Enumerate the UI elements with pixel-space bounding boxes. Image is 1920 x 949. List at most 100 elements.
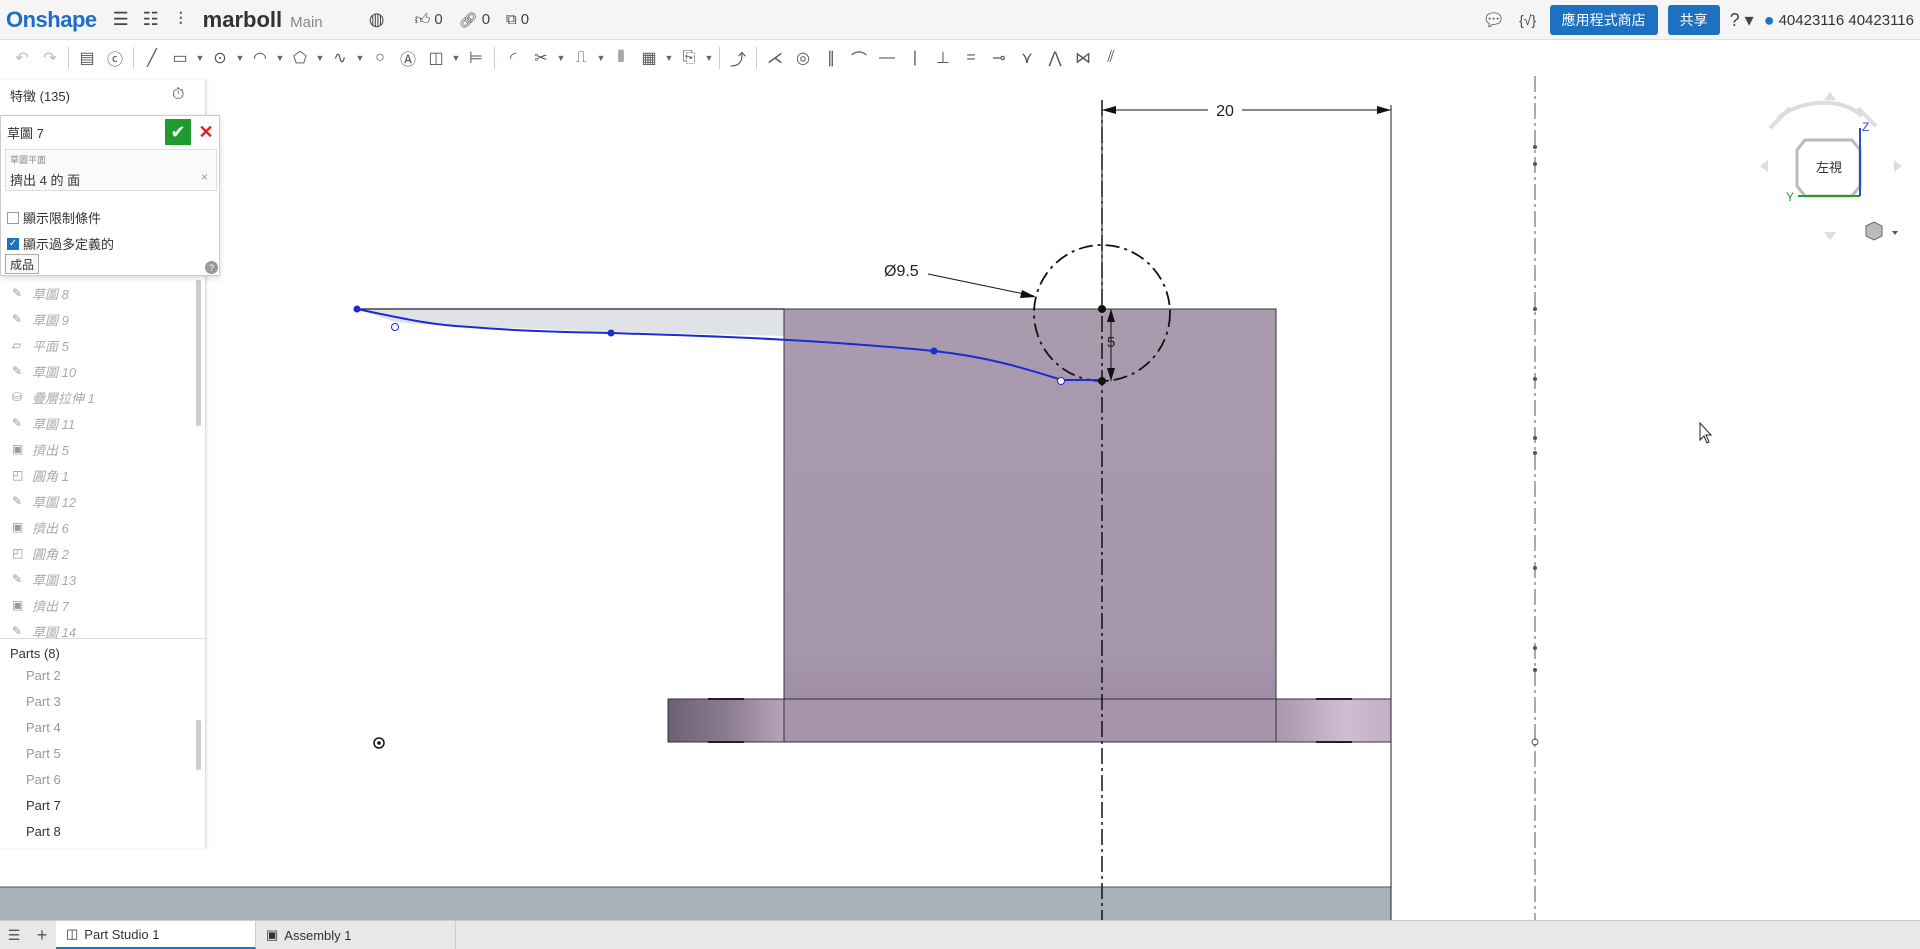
coincident-icon[interactable]: ⋌ <box>767 50 783 67</box>
feature-item[interactable]: ✎ 草圖 8 <box>12 286 69 302</box>
part-item[interactable]: Part 2 <box>26 667 61 683</box>
equal-icon[interactable]: = <box>966 49 976 66</box>
feature-item[interactable]: ✎ 草圖 13 <box>12 572 77 588</box>
circle-icon[interactable]: ⊙ <box>213 50 227 67</box>
line-icon[interactable]: ╱ <box>147 50 157 67</box>
transform-icon[interactable]: ⤴ <box>729 52 746 69</box>
sketch-name-field[interactable]: 草圖 7 <box>7 125 44 141</box>
dim-diameter-text[interactable]: Ø9.5 <box>884 263 919 280</box>
part-item[interactable]: Part 4 <box>26 719 61 735</box>
feature-list-scrollbar[interactable] <box>196 280 201 426</box>
concentric-icon[interactable]: ◎ <box>796 50 810 67</box>
offset-icon[interactable]: ⎍ <box>575 49 587 66</box>
origin-icon[interactable] <box>373 737 385 749</box>
feature-item[interactable]: ✎ 草圖 9 <box>12 312 69 328</box>
part-item[interactable]: Part 7 <box>26 797 61 813</box>
polygon-icon[interactable]: ⬠ <box>293 50 307 67</box>
tab-part-studio[interactable]: ◫ Part Studio 1 <box>56 921 256 949</box>
cancel-close-icon[interactable]: ✕ <box>198 121 214 142</box>
tab-manager-icon[interactable]: ☰ <box>7 926 21 943</box>
normal-icon[interactable]: ⋎ <box>1021 50 1033 67</box>
dxf-caret-icon[interactable]: ▼ <box>704 53 714 63</box>
sketch-save-icon[interactable]: ▤ <box>79 50 95 67</box>
pattern-caret-icon[interactable]: ▼ <box>664 53 674 63</box>
view-cube[interactable] <box>1760 92 1902 240</box>
perpendicular-icon[interactable]: ⊥ <box>936 50 950 67</box>
parts-list-scrollbar[interactable] <box>196 720 201 770</box>
help-icon[interactable]: ? ▾ <box>1729 9 1754 30</box>
feature-item[interactable]: ▱ 平面 5 <box>12 338 69 354</box>
feature-item[interactable]: ▣ 擠出 5 <box>12 442 69 458</box>
feature-item[interactable]: ✎ 草圖 14 <box>12 624 77 640</box>
construction-caret-icon[interactable]: ▼ <box>451 53 461 63</box>
circle-caret-icon[interactable]: ▼ <box>235 53 245 63</box>
sketch-circle[interactable] <box>1033 244 1171 382</box>
feature-item[interactable]: ◰ 圓角 2 <box>12 546 69 562</box>
part-item[interactable]: Part 8 <box>26 823 61 839</box>
construction-icon[interactable]: ◫ <box>428 50 444 67</box>
comment-icon[interactable]: 💬︎ <box>1482 9 1506 30</box>
view-mode-icon[interactable] <box>1865 221 1898 241</box>
finish-button[interactable]: 成品 <box>5 254 40 274</box>
trim-caret-icon[interactable]: ▼ <box>556 53 566 63</box>
text-icon[interactable]: Ⓐ <box>399 52 416 69</box>
pierce-icon[interactable]: ⋀ <box>1048 50 1062 67</box>
midpoint-icon[interactable]: ⊸ <box>992 50 1006 67</box>
spline-points[interactable] <box>353 305 1065 385</box>
point-icon[interactable]: ○ <box>375 49 385 66</box>
rectangle-icon[interactable]: ▭ <box>172 50 188 67</box>
dim-height-text[interactable]: 5 <box>1107 334 1115 351</box>
app-store-button[interactable]: 應用程式商店 <box>1549 5 1658 35</box>
polygon-caret-icon[interactable]: ▼ <box>315 53 325 63</box>
view-cube-face[interactable]: 左視 <box>1816 160 1842 175</box>
spline-caret-icon[interactable]: ▼ <box>355 53 365 63</box>
add-tab-icon[interactable]: + <box>36 924 48 945</box>
links-counter[interactable]: 🔗︎ 0 <box>458 11 491 29</box>
variables-icon[interactable]: {√} <box>1519 12 1537 28</box>
copies-counter[interactable]: ⧉ 0 <box>506 11 530 28</box>
confirm-check-icon[interactable]: ✔ <box>165 119 191 145</box>
help-circle-icon[interactable]: ? <box>205 261 218 274</box>
feature-item[interactable]: ◰ 圓角 1 <box>12 468 69 484</box>
vertical-icon[interactable]: | <box>912 49 918 66</box>
undo-icon[interactable]: ↶ <box>15 50 29 67</box>
part-item[interactable]: Part 3 <box>26 693 61 709</box>
part-item[interactable]: Part 6 <box>26 771 61 787</box>
feature-item[interactable]: ⛁ 疊層拉伸 1 <box>12 390 95 406</box>
feature-item[interactable]: ✎ 草圖 10 <box>12 364 77 380</box>
clear-plane-icon[interactable]: × <box>200 170 208 184</box>
feature-item[interactable]: ▣ 擠出 7 <box>12 598 69 614</box>
onshape-logo[interactable]: Onshape <box>6 6 97 32</box>
feature-item[interactable]: ✎ 草圖 11 <box>12 416 76 432</box>
parallel-icon[interactable]: ∥ <box>827 50 835 67</box>
tab-assembly[interactable]: ▣ Assembly 1 <box>256 921 456 949</box>
arc-caret-icon[interactable]: ▼ <box>275 53 285 63</box>
redo-icon[interactable]: ↷ <box>43 50 57 67</box>
sketch-point-bottom[interactable] <box>1098 377 1106 385</box>
trim-icon[interactable]: ✂ <box>534 50 548 67</box>
menu-icon[interactable]: ☰ <box>112 9 129 29</box>
globe-icon[interactable]: ◍ <box>368 9 385 29</box>
sketch-point-top[interactable] <box>1098 305 1106 313</box>
horizontal-icon[interactable]: — <box>879 49 895 66</box>
arc-icon[interactable]: ◠ <box>253 50 267 67</box>
fix-icon[interactable]: ⫽ <box>1107 49 1115 66</box>
dimension-icon[interactable]: ⊨ <box>469 50 483 67</box>
share-button[interactable]: 共享 <box>1667 5 1720 35</box>
feature-list-icon[interactable]: ☷ <box>142 9 159 29</box>
feature-item[interactable]: ▣ 擠出 6 <box>12 520 69 536</box>
rectangle-caret-icon[interactable]: ▼ <box>195 53 205 63</box>
sketch-spline[interactable] <box>356 308 1102 381</box>
dxf-import-icon[interactable]: ⎘ <box>682 49 696 66</box>
symmetric-icon[interactable]: ⋈ <box>1075 50 1091 67</box>
pattern-icon[interactable]: ▦ <box>641 50 657 67</box>
branch-name[interactable]: Main <box>290 14 323 31</box>
user-menu[interactable]: ● 40423116 40423116 <box>1763 9 1914 30</box>
fillet-sketch-icon[interactable]: ◜ <box>509 50 517 67</box>
feature-item[interactable]: ✎ 草圖 12 <box>12 494 77 510</box>
show-overdefined-checkbox[interactable]: ✓ 顯示過多定義的 <box>7 237 115 252</box>
likes-counter[interactable]: 👍︎ 0 <box>414 10 443 29</box>
tangent-icon[interactable]: ⌒ <box>850 52 867 69</box>
parts-list-header[interactable]: Parts (8) <box>10 646 60 661</box>
